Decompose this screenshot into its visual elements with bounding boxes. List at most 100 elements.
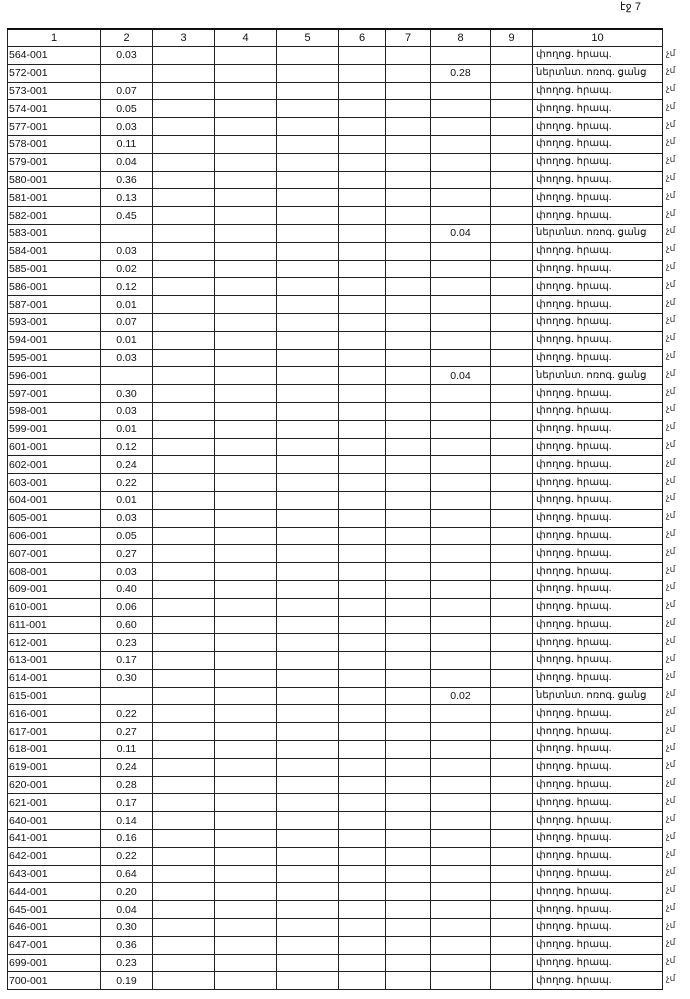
land-use-cell: փողոց. հրապ. [532,864,663,884]
empty-cell [152,188,215,208]
land-use-cell: փողոց. հրապ. [532,46,663,65]
empty-cell [276,740,339,759]
empty-cell [152,490,215,510]
empty-cell [490,508,533,528]
empty-cell [276,953,339,973]
land-use-cell: փողոց. հրապ. [532,704,663,724]
empty-cell [276,437,339,457]
area-cell: 0.22 [100,473,153,492]
parcel-id-cell: 619-001 [7,757,101,777]
table-row: 599-001 0.01 փողոց. հրապ. [7,419,663,439]
land-use-cell: փողոց. հրապ. [532,241,663,261]
table-row: 580-001 0.36 փողոց. հրապ. [7,170,663,190]
empty-cell [490,953,533,973]
empty-cell [338,419,386,439]
land-use-cell: ներտնտ. ոռոգ. ցանց [532,223,663,243]
empty-cell [490,223,533,243]
table-row: 611-001 0.60 փողոց. հրապ. [7,615,663,635]
irrigation-area-cell [430,544,491,564]
area-cell: 0.07 [100,81,153,101]
empty-cell [276,508,339,528]
empty-cell [214,63,277,83]
empty-cell [214,508,277,528]
empty-cell [385,134,431,154]
irrigation-area-cell [430,740,491,759]
parcel-id-cell: 645-001 [7,900,101,920]
empty-cell [152,811,215,831]
land-use-cell: փողոց. հրապ. [532,793,663,813]
land-use-cell: փողոց. հրապ. [532,918,663,937]
table-row: 572-001 0.28 ներտնտ. ոռոգ. ցանց [7,63,663,83]
margin-mark: չմ [666,848,676,858]
empty-cell [338,918,386,937]
empty-cell [385,882,431,902]
empty-cell [214,99,277,119]
margin-mark: չմ [666,297,676,307]
empty-cell [152,526,215,546]
empty-cell [152,259,215,279]
land-use-cell: փողոց. հրապ. [532,206,663,225]
parcel-id-cell: 616-001 [7,704,101,724]
empty-cell [385,384,431,403]
table-row: 583-001 0.04 ներտնտ. ոռոգ. ցանց [7,223,663,243]
area-cell: 0.20 [100,882,153,902]
margin-mark: չմ [666,546,676,556]
empty-cell [214,971,277,991]
parcel-id-cell: 699-001 [7,953,101,973]
empty-cell [214,793,277,813]
empty-cell [338,188,386,208]
empty-cell [276,900,339,920]
area-cell: 0.01 [100,330,153,350]
empty-cell [338,330,386,350]
land-use-cell: փողոց. հրապ. [532,473,663,492]
empty-cell [490,63,533,83]
area-cell: 0.45 [100,206,153,225]
empty-cell [276,295,339,314]
page-number: էջ 7 [620,1,641,13]
parcel-id-cell: 613-001 [7,651,101,670]
empty-cell [490,419,533,439]
empty-cell [490,99,533,119]
empty-cell [490,455,533,475]
irrigation-area-cell [430,188,491,208]
empty-cell [152,241,215,261]
empty-cell [490,846,533,866]
empty-cell [214,384,277,403]
empty-cell [490,348,533,368]
area-cell [100,223,153,243]
empty-cell [214,206,277,225]
table-row: 582-001 0.45 փողոց. հրապ. [7,206,663,225]
irrigation-area-cell [430,882,491,902]
table-row: 610-001 0.06 փողոց. հրապ. [7,597,663,617]
empty-cell [385,562,431,581]
empty-cell [385,971,431,991]
empty-cell [152,152,215,172]
empty-cell [490,722,533,742]
empty-cell [385,651,431,670]
empty-cell [276,188,339,208]
parcel-id-cell: 573-001 [7,81,101,101]
empty-cell [276,81,339,101]
empty-cell [276,473,339,492]
land-use-cell: փողոց. հրապ. [532,81,663,101]
irrigation-area-cell: 0.28 [430,63,491,83]
land-use-cell: փողոց. հրապ. [532,740,663,759]
empty-cell [276,793,339,813]
empty-cell [276,348,339,368]
empty-cell [490,330,533,350]
empty-cell [385,188,431,208]
empty-cell [214,651,277,670]
margin-mark: չմ [666,706,676,716]
empty-cell [276,152,339,172]
empty-cell [214,188,277,208]
irrigation-area-cell [430,775,491,795]
land-use-cell: փողոց. հրապ. [532,651,663,670]
empty-cell [490,579,533,599]
area-cell: 0.04 [100,152,153,172]
irrigation-area-cell [430,597,491,617]
empty-cell [338,473,386,492]
land-use-cell: փողոց. հրապ. [532,455,663,475]
empty-cell [385,900,431,920]
area-cell: 0.03 [100,401,153,421]
margin-mark: չմ [666,208,676,218]
